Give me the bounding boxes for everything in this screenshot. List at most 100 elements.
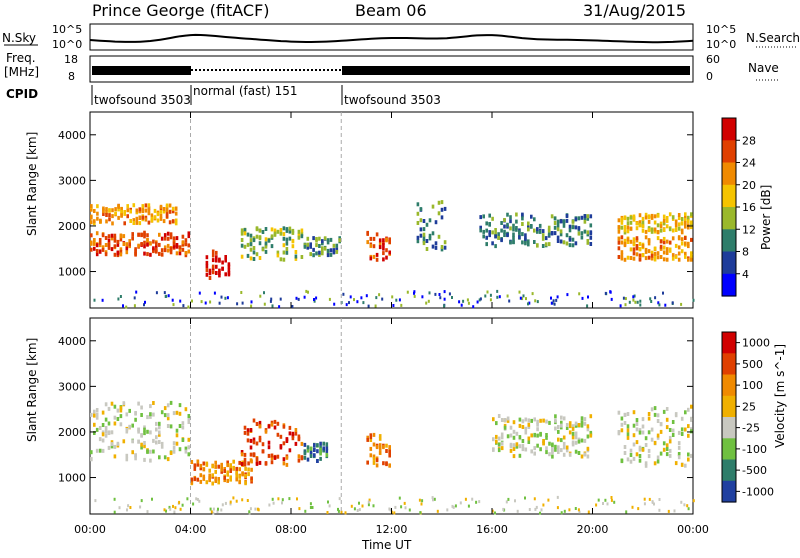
heatmap-cell [571, 237, 575, 242]
heatmap-cell [345, 303, 348, 307]
heatmap-cell [184, 251, 188, 255]
heatmap-cell [119, 414, 123, 419]
heatmap-cell [264, 249, 268, 254]
heatmap-cell [539, 418, 542, 423]
heatmap-cell [258, 256, 262, 260]
heatmap-cell [671, 420, 675, 424]
heatmap-cell [497, 448, 501, 453]
heatmap-cell [255, 234, 259, 239]
heatmap-cell [211, 264, 215, 269]
heatmap-cell [653, 254, 657, 259]
colorbar-swatch [722, 395, 736, 418]
heatmap-cell [250, 476, 253, 481]
heatmap-cell [138, 221, 142, 226]
heatmap-cell [96, 216, 99, 221]
heatmap-cell [586, 304, 589, 308]
heatmap-cell [111, 208, 114, 213]
heatmap-cell [247, 461, 250, 466]
heatmap-cell [93, 219, 96, 224]
colorbar-tick-label: 1000 [742, 337, 770, 350]
heatmap-cell [313, 298, 315, 301]
heatmap-cell [133, 296, 136, 300]
heatmap-cell [385, 248, 388, 253]
heatmap-cell [643, 497, 646, 501]
heatmap-cell [297, 233, 301, 238]
heatmap-cell [497, 235, 500, 240]
heatmap-cell [119, 422, 123, 427]
heatmap-cell [128, 408, 131, 413]
heatmap-cell [110, 247, 114, 252]
heatmap-cell [187, 417, 191, 422]
heatmap-cell [650, 427, 654, 432]
heatmap-cell [690, 429, 693, 434]
heatmap-cell [687, 244, 690, 249]
heatmap-cell [243, 461, 247, 466]
heatmap-cell [166, 248, 170, 253]
heatmap-cell [313, 443, 316, 448]
heatmap-cell [574, 431, 578, 436]
heatmap-cell [243, 457, 247, 462]
heatmap-cell [629, 256, 633, 260]
heatmap-cell [270, 460, 274, 465]
heatmap-cell [246, 242, 250, 247]
heatmap-cell [240, 462, 244, 466]
heatmap-cell [306, 242, 310, 247]
heatmap-cell [494, 228, 497, 232]
heatmap-cell [303, 295, 306, 299]
heatmap-cell [322, 446, 325, 451]
heatmap-cell [506, 294, 509, 298]
heatmap-cell [255, 422, 259, 426]
heatmap-cell [258, 435, 262, 440]
heatmap-cell [536, 443, 539, 448]
heatmap-cell [668, 439, 672, 444]
heatmap-cell [104, 252, 108, 257]
heatmap-cell [146, 233, 149, 238]
heatmap-cell [626, 428, 630, 433]
heatmap-cell [220, 508, 223, 512]
heatmap-cell [512, 435, 516, 440]
heatmap-cell [158, 440, 161, 444]
heatmap-cell [680, 237, 684, 242]
heatmap-cell [375, 257, 379, 262]
heatmap-cell [120, 206, 123, 211]
heatmap-cell [556, 295, 559, 299]
heatmap-cell [690, 254, 693, 258]
heatmap-cell [190, 460, 194, 464]
heatmap-cell [623, 445, 627, 449]
heatmap-cell [95, 412, 99, 417]
heatmap-cell [574, 421, 578, 426]
heatmap-cell [329, 248, 333, 253]
heatmap-cell [649, 297, 652, 301]
heatmap-cell [514, 499, 516, 503]
heatmap-cell [492, 437, 495, 442]
heatmap-cell [147, 206, 151, 211]
colorbar-swatch [722, 273, 736, 297]
heatmap-cell [101, 410, 105, 415]
heatmap-cell [641, 228, 645, 233]
heatmap-cell [512, 236, 515, 240]
heatmap-cell [211, 473, 214, 478]
heatmap-cell [641, 219, 645, 224]
heatmap-cell [574, 449, 578, 454]
heatmap-cell [117, 215, 120, 220]
heatmap-cell [208, 268, 212, 273]
heatmap-cell [235, 473, 238, 478]
heatmap-cell [181, 240, 185, 245]
heatmap-cell [389, 508, 392, 512]
heatmap-cell [208, 468, 211, 473]
heatmap-cell [178, 411, 182, 416]
heatmap-cell [95, 243, 99, 248]
heatmap-cell [101, 423, 105, 427]
heatmap-cell [637, 507, 640, 511]
heatmap-cell [385, 238, 388, 243]
heatmap-cell [208, 271, 212, 276]
heatmap-cell [659, 221, 663, 226]
colorbar-tick-label: 16 [742, 201, 756, 214]
heatmap-cell [553, 221, 557, 225]
heatmap-cell [337, 507, 339, 511]
heatmap-cell [215, 271, 218, 275]
heatmap-cell [428, 218, 432, 223]
heatmap-cell [306, 457, 310, 462]
heatmap-cell [215, 264, 218, 269]
heatmap-cell [172, 241, 176, 246]
